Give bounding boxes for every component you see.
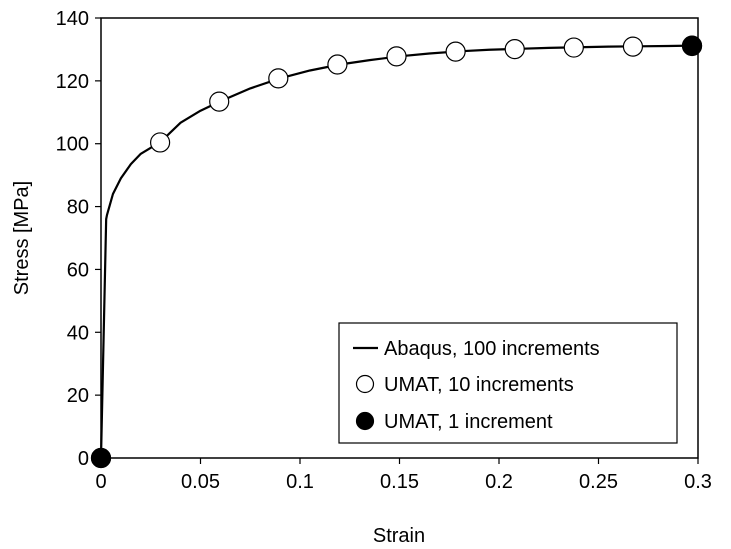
x-axis: 0 0.05 0.1 0.15 0.2 0.25 0.3	[95, 458, 712, 493]
data-point-umat-10-increments	[386, 46, 407, 67]
data-point-umat-10-increments	[209, 91, 230, 112]
y-tick-label: 100	[56, 134, 89, 156]
y-tick-label: 20	[67, 385, 89, 407]
data-point-umat-10-increments	[504, 39, 525, 60]
y-tick-label: 80	[67, 197, 89, 219]
y-axis-title: Stress [MPa]	[11, 181, 33, 295]
data-point-umat-10-increments	[563, 37, 584, 58]
data-point-umat-10-increments	[327, 54, 348, 75]
data-point-umat-1-increment	[681, 35, 703, 56]
x-tick-label: 0.1	[286, 471, 314, 493]
y-tick-label: 0	[78, 448, 89, 470]
legend-open-circle-marker	[355, 374, 375, 394]
data-point-umat-1-increment	[90, 447, 112, 469]
x-tick-label: 0.05	[181, 471, 220, 493]
x-tick-label: 0	[95, 471, 106, 493]
y-axis: 0 20 40 60 80 100 120 140	[56, 8, 101, 470]
legend-label-umat-1: UMAT, 1 increment	[384, 411, 553, 433]
legend: Abaqus, 100 increments UMAT, 10 incremen…	[338, 322, 678, 444]
data-point-umat-10-increments	[622, 36, 644, 57]
legend-filled-circle-marker	[355, 411, 375, 431]
data-point-umat-10-increments	[445, 41, 466, 62]
y-tick-label: 60	[67, 259, 89, 281]
legend-label-abaqus: Abaqus, 100 increments	[384, 338, 600, 360]
x-tick-label: 0.2	[485, 471, 513, 493]
series-layer	[90, 35, 703, 469]
x-tick-label: 0.25	[579, 471, 618, 493]
y-tick-label: 40	[67, 322, 89, 344]
x-tick-label: 0.15	[380, 471, 419, 493]
data-point-umat-10-increments	[268, 68, 289, 89]
data-point-umat-10-increments	[150, 132, 171, 153]
legend-box	[338, 322, 678, 444]
y-tick-label: 140	[56, 8, 89, 30]
x-tick-label: 0.3	[684, 471, 712, 493]
x-axis-title: Strain	[373, 525, 425, 547]
legend-label-umat-10: UMAT, 10 increments	[384, 374, 574, 396]
y-tick-label: 120	[56, 71, 89, 93]
